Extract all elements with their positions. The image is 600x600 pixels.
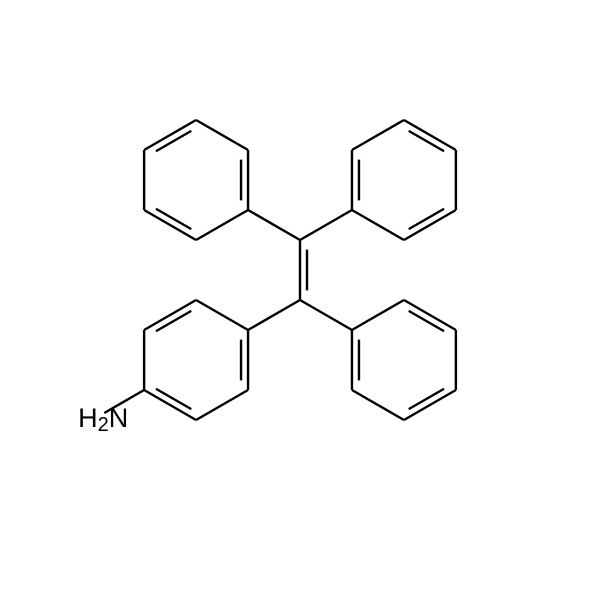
bond [196,390,248,420]
bond [352,300,404,330]
bond [300,300,352,330]
bond [144,300,196,330]
bond [144,390,196,420]
labels-layer: H2N [78,403,128,436]
atom-label: H2N [78,403,128,436]
bond [300,210,352,240]
molecule-diagram: H2N [0,0,600,600]
bond [404,120,456,150]
bond [196,300,248,330]
bond [248,210,300,240]
bond [404,210,456,240]
bond [196,210,248,240]
bond [404,300,456,330]
bond [404,390,456,420]
bond [248,300,300,330]
bond [144,120,196,150]
bonds-layer [104,120,456,420]
bond [352,210,404,240]
bond [144,210,196,240]
bond [352,120,404,150]
bond [196,120,248,150]
bond [352,390,404,420]
